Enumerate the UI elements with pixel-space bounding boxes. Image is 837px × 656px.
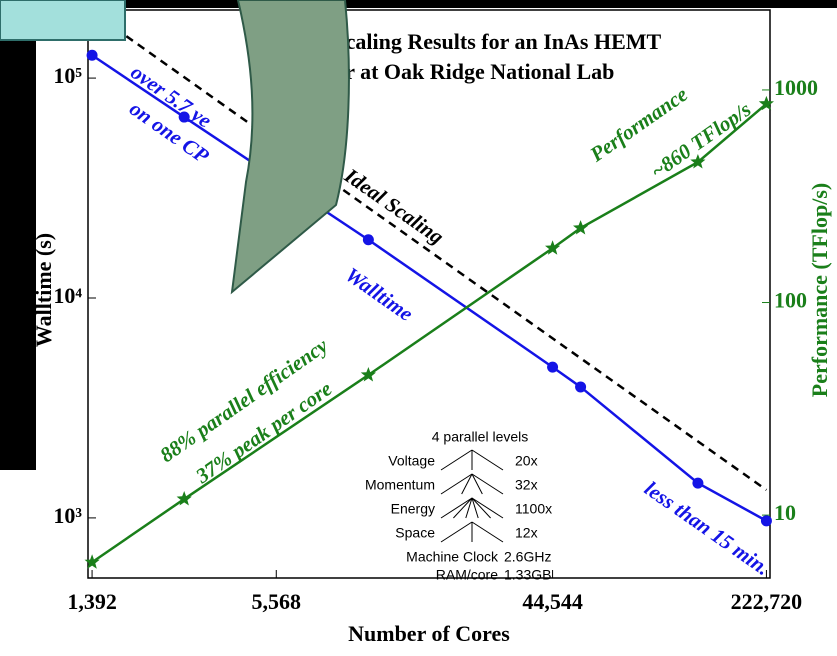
inset-factor: 32x (515, 477, 538, 493)
inset-branch (440, 497, 473, 519)
inset-branch (471, 497, 504, 519)
inset-branch (471, 473, 483, 495)
curved-arrow (230, 0, 350, 295)
inset-level: Space (395, 525, 435, 541)
y2-tick-label: 10 (774, 500, 796, 525)
overlay (0, 0, 837, 470)
point (575, 381, 587, 393)
point (573, 220, 589, 235)
point (362, 234, 374, 246)
point (176, 491, 192, 506)
inset-factor: 20x (515, 453, 538, 469)
callout-shape (0, 0, 126, 41)
y-tick-label: 10⁵ (53, 63, 82, 88)
inset-level: Energy (391, 501, 435, 517)
inset-branch (465, 497, 473, 519)
title-line: N Scaling Results for an InAs HEMT (312, 29, 662, 54)
y-tick-label: 10⁴ (53, 283, 82, 308)
inset-machine-value: 1.33GB (504, 567, 551, 583)
point (84, 554, 100, 569)
inset-branch (440, 449, 473, 471)
inset-branch (461, 473, 473, 495)
x-tick-label: 1,392 (67, 589, 117, 614)
inset-level: Voltage (388, 453, 435, 469)
point (360, 367, 376, 382)
slide-band (0, 0, 837, 8)
inset-branch (440, 473, 473, 495)
inset-branch (471, 521, 504, 543)
slide-band (0, 0, 36, 470)
inset-machine-value: 2.6GHz (504, 549, 551, 565)
inset-machine: RAM/core (436, 567, 498, 583)
x-axis-label: Number of Cores (348, 621, 510, 646)
inset-level: Momentum (365, 477, 435, 493)
point (692, 477, 704, 489)
x-tick-label: 44,544 (522, 589, 583, 614)
inset-branch (471, 497, 491, 519)
point (760, 515, 772, 527)
inset-branch (471, 473, 504, 495)
y2-axis-label: Performance (TFlop/s) (807, 183, 832, 397)
plot-frame (87, 9, 771, 579)
inset-branch (471, 449, 504, 471)
inset-title: 4 parallel levels (432, 429, 529, 445)
point (86, 49, 98, 61)
inset-branch (471, 497, 479, 519)
point (547, 361, 559, 373)
inset-factor: 12x (515, 525, 538, 541)
point (178, 111, 190, 123)
point (545, 240, 561, 255)
y-tick-label: 10³ (53, 503, 82, 528)
inset-branch (440, 521, 473, 543)
y2-tick-label: 1000 (774, 75, 818, 100)
inset-branch (453, 497, 473, 519)
inset-machine: Machine Clock (406, 549, 499, 565)
point (690, 154, 706, 169)
inset-factor: 1100x (515, 501, 552, 517)
x-tick-label: 222,720 (731, 589, 803, 614)
y2-tick-label: 100 (774, 288, 807, 313)
x-tick-label: 5,568 (252, 589, 302, 614)
point (758, 95, 774, 111)
title-line: nar at Oak Ridge National Lab (322, 59, 614, 84)
ideal-line (91, 10, 768, 491)
